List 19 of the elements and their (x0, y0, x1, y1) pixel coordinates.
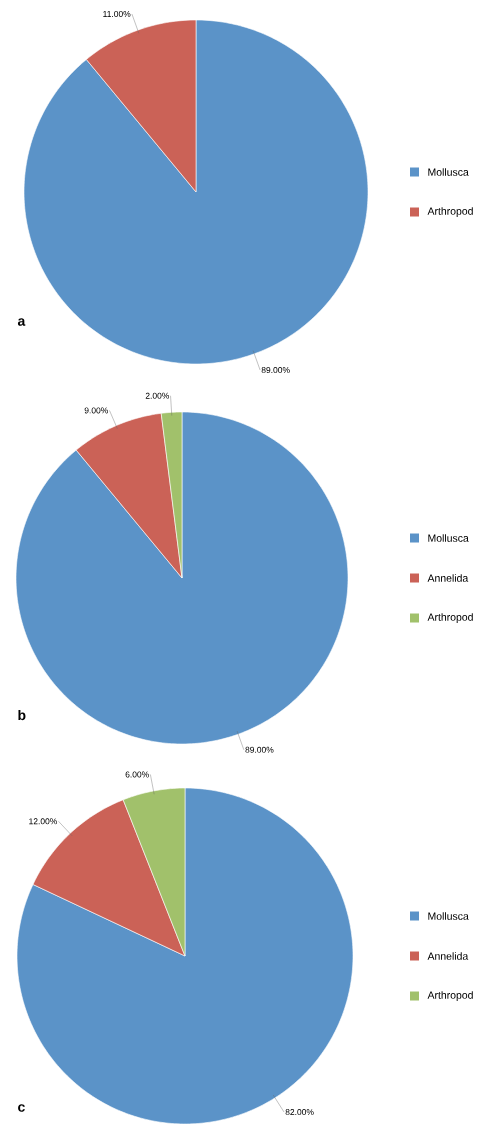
data-label: 89.00% (245, 746, 274, 753)
data-label: 2.00% (145, 392, 170, 399)
legend-label: Mollusca (428, 912, 469, 920)
legend-label: Annelida (427, 574, 469, 582)
text: b (18, 709, 26, 721)
legend-label: Arthropod (427, 613, 473, 623)
legend-label: Arthropod (427, 991, 473, 1001)
data-label: 9.00% (84, 407, 108, 414)
text: c (18, 1104, 25, 1112)
data-label: 11.00% (103, 10, 131, 17)
data-label: 82.00% (285, 1109, 314, 1116)
data-label: 89.00% (261, 367, 290, 374)
legend-label: Mollusca (428, 534, 469, 542)
legend-label: Arthropod (427, 207, 473, 217)
data-label: 12.00% (29, 818, 57, 825)
data-label: 6.00% (125, 771, 149, 778)
legend-label: Mollusca (428, 168, 469, 176)
legend-label: Annelida (427, 952, 469, 960)
text: a (17, 318, 26, 326)
